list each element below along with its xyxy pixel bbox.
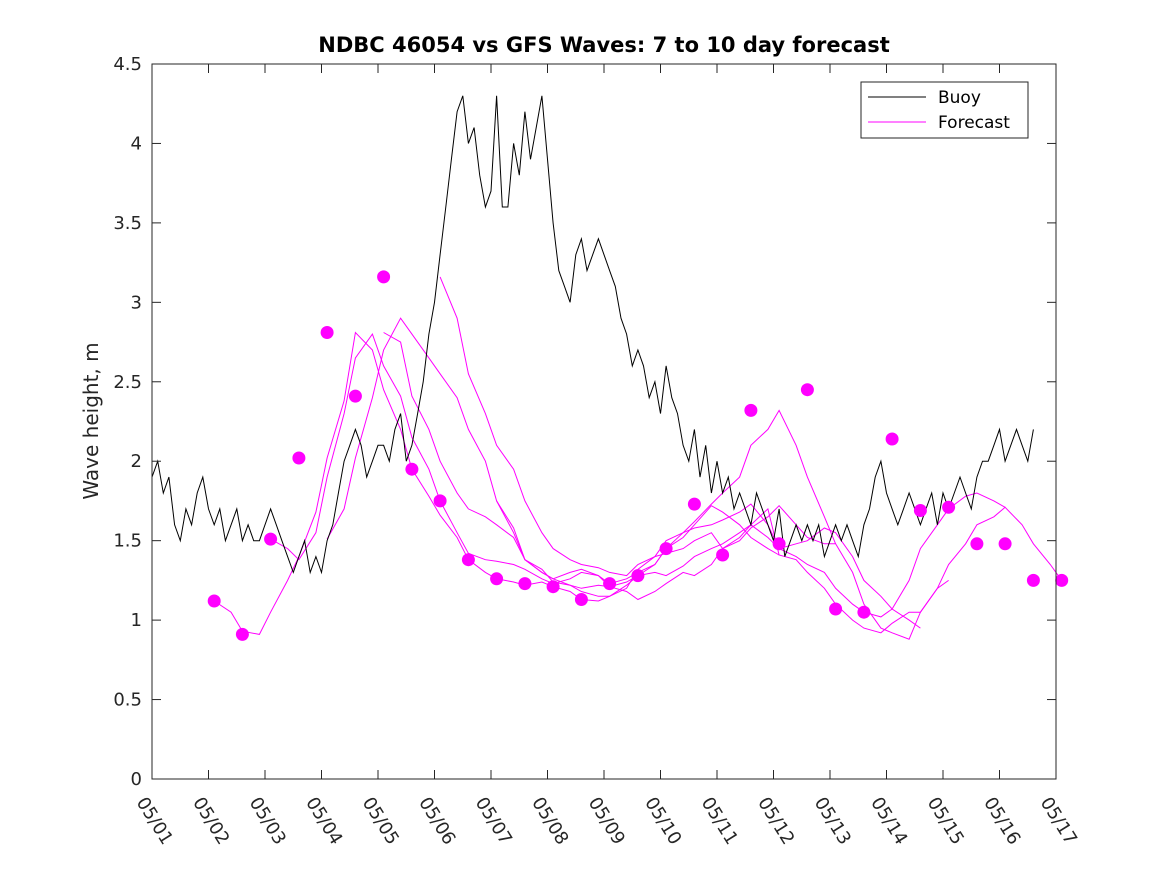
forecast-marker — [1055, 573, 1069, 587]
y-tick-label: 0 — [131, 769, 142, 790]
forecast-marker — [264, 532, 278, 546]
plot-area — [152, 64, 1056, 779]
forecast-marker — [716, 548, 730, 562]
y-tick-label: 1 — [131, 610, 142, 631]
forecast-marker — [998, 537, 1012, 551]
forecast-marker — [574, 593, 588, 606]
legend-forecast-label: Forecast — [938, 113, 1010, 133]
forecast-marker — [546, 580, 560, 594]
legend: Buoy Forecast — [860, 81, 1029, 139]
forecast-marker — [800, 383, 814, 397]
forecast-marker — [518, 577, 532, 591]
buoy-line — [151, 95, 1034, 575]
forecast-run-line-5 — [439, 276, 1006, 618]
forecast-marker — [659, 542, 673, 556]
y-axis-label: Wave height, m — [79, 342, 103, 499]
forecast-marker — [433, 494, 447, 508]
legend-buoy-label: Buoy — [938, 88, 981, 108]
forecast-marker — [772, 537, 786, 551]
forecast-marker — [857, 605, 871, 619]
forecast-marker — [207, 594, 221, 608]
y-tick-label: 4 — [131, 133, 142, 154]
forecast-marker — [1026, 573, 1040, 587]
chart-title: NDBC 46054 vs GFS Waves: 7 to 10 day for… — [318, 33, 889, 57]
forecast-marker — [603, 577, 617, 591]
data-layer — [151, 95, 1069, 641]
forecast-marker — [320, 326, 334, 339]
forecast-run-line-4 — [383, 332, 949, 640]
forecast-marker — [942, 500, 956, 514]
y-tick-label: 2 — [131, 451, 142, 472]
forecast-marker — [490, 572, 504, 586]
y-tick-label: 3 — [131, 292, 142, 313]
forecast-marker — [405, 462, 419, 476]
forecast-marker — [687, 497, 701, 511]
forecast-marker — [348, 389, 362, 403]
y-tick-label: 4.5 — [113, 54, 142, 75]
forecast-marker — [377, 270, 391, 284]
forecast-marker — [292, 451, 306, 465]
y-tick-label: 0.5 — [113, 690, 142, 711]
y-tick-label: 1.5 — [113, 531, 142, 552]
forecast-marker — [631, 569, 645, 583]
forecast-run-line-3 — [326, 317, 921, 629]
forecast-marker — [744, 403, 758, 417]
legend-box — [860, 81, 1029, 139]
y-tick-label: 2.5 — [113, 372, 142, 393]
forecast-marker — [461, 553, 475, 567]
y-tick-label: 3.5 — [113, 213, 142, 234]
forecast-run-line-6 — [496, 500, 1063, 634]
forecast-marker — [885, 432, 899, 446]
forecast-marker — [829, 602, 843, 616]
forecast-marker — [235, 627, 249, 641]
forecast-marker — [913, 504, 927, 517]
forecast-marker — [970, 537, 984, 551]
